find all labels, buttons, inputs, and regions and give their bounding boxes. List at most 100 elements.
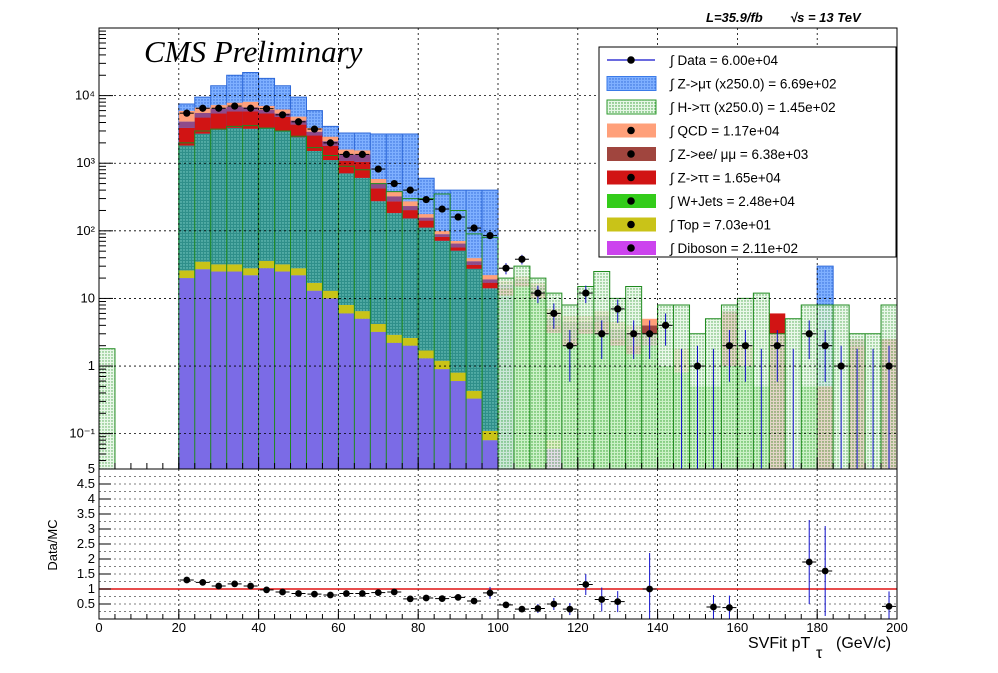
htautau-signal-bin bbox=[801, 304, 818, 469]
zll-bin bbox=[402, 206, 419, 211]
zll-bin bbox=[386, 196, 403, 202]
x-tick-label: 20 bbox=[172, 620, 186, 635]
ratio-point bbox=[342, 590, 350, 597]
ztt-bin bbox=[322, 145, 339, 161]
legend-swatch-marker bbox=[627, 173, 635, 182]
ratio-grid bbox=[99, 469, 897, 619]
diboson-bin bbox=[354, 318, 371, 469]
ratio-point bbox=[502, 601, 510, 609]
y-tick-label: 10⁻¹ bbox=[69, 426, 95, 441]
zmutau-signal-outline bbox=[178, 71, 834, 469]
data-point bbox=[598, 330, 606, 338]
data-point bbox=[821, 342, 829, 350]
ratio-point bbox=[422, 594, 430, 602]
data-point bbox=[183, 109, 191, 117]
data-point bbox=[326, 139, 335, 147]
data-point bbox=[486, 231, 494, 240]
htautau-signal-bin bbox=[609, 298, 626, 469]
legend-swatch-marker bbox=[627, 244, 635, 252]
diboson-bin bbox=[370, 331, 387, 469]
top-bin bbox=[258, 260, 275, 269]
diboson-bin bbox=[482, 440, 498, 469]
wjets-bin bbox=[402, 218, 419, 338]
x-axis-label-sub: τ bbox=[816, 645, 823, 662]
data-point bbox=[215, 104, 223, 112]
data-point bbox=[725, 342, 734, 350]
data-point bbox=[646, 330, 654, 338]
legend-swatch-marker bbox=[627, 197, 635, 205]
data-point bbox=[550, 309, 558, 318]
wjets-bin bbox=[450, 250, 467, 373]
legend-entry-zll: ∫ Z->ee/ μμ = 6.38e+03 bbox=[669, 147, 808, 162]
ratio-point bbox=[295, 590, 302, 597]
ratio-point bbox=[646, 585, 654, 593]
top-bin bbox=[322, 290, 339, 299]
legend-entry-diboson: ∫ Diboson = 2.11e+02 bbox=[669, 241, 798, 256]
wjets-bin bbox=[258, 127, 275, 261]
htautau-signal-bin bbox=[657, 304, 674, 469]
top-bin bbox=[306, 282, 323, 291]
ztt-bin bbox=[306, 135, 323, 151]
ratio-point bbox=[231, 580, 239, 588]
ratio-y-tick-label: 4.5 bbox=[77, 476, 95, 491]
diboson-bin bbox=[306, 290, 323, 469]
top-bin bbox=[178, 270, 195, 279]
y-tick-label: 10⁴ bbox=[75, 88, 95, 103]
top-bin bbox=[482, 430, 498, 441]
ratio-point bbox=[805, 558, 813, 566]
legend-swatch-htautau bbox=[606, 99, 657, 115]
y-tick-label: 10 bbox=[81, 290, 95, 305]
data-point bbox=[374, 165, 382, 173]
diboson-bin bbox=[450, 381, 467, 469]
x-axis-label-main: SVFit pT bbox=[748, 635, 810, 652]
htautau-signal-bin bbox=[498, 278, 514, 469]
data-point bbox=[773, 342, 781, 350]
ratio-y-tick-label: 3.5 bbox=[77, 506, 95, 521]
data-point bbox=[534, 289, 542, 297]
htautau-signal-bin bbox=[625, 286, 642, 469]
ztt-bin bbox=[274, 116, 291, 131]
diboson-bin bbox=[226, 271, 243, 469]
top-bin bbox=[450, 372, 467, 382]
ratio-point bbox=[311, 590, 318, 598]
ratio-point bbox=[358, 590, 366, 597]
qcd-bin bbox=[402, 201, 419, 207]
wjets-bin bbox=[386, 213, 403, 335]
ratio-point bbox=[598, 596, 606, 603]
qcd-bin bbox=[322, 136, 339, 142]
qcd-bin bbox=[482, 275, 498, 280]
ratio-point bbox=[406, 595, 414, 603]
qcd-bin bbox=[370, 178, 387, 184]
data-point bbox=[438, 205, 446, 213]
ratio-point bbox=[566, 605, 574, 613]
x-tick-label: 0 bbox=[95, 620, 102, 635]
zll-bin bbox=[434, 234, 451, 237]
top-bin bbox=[194, 261, 211, 270]
data-point bbox=[278, 111, 287, 119]
legend-swatch-marker bbox=[627, 126, 635, 135]
data-point bbox=[454, 213, 462, 221]
energy-label: √s = 13 TeV bbox=[790, 10, 862, 25]
wjets-bin bbox=[482, 288, 498, 431]
wjets-bin bbox=[370, 201, 387, 324]
wjets-bin bbox=[466, 268, 483, 391]
diboson-bin bbox=[194, 269, 211, 469]
wjets-bin bbox=[322, 160, 339, 291]
lumi-label: L=35.9/fb bbox=[706, 10, 763, 25]
ratio-point bbox=[534, 605, 542, 612]
data-point bbox=[262, 105, 271, 113]
diboson-bin bbox=[178, 278, 195, 469]
data-point bbox=[294, 118, 303, 126]
htautau-signal-bin bbox=[641, 333, 658, 469]
data-point bbox=[661, 321, 670, 329]
top-bin bbox=[290, 268, 307, 276]
data-point bbox=[693, 362, 702, 370]
ztt-bin bbox=[178, 127, 195, 146]
zll-bin bbox=[306, 131, 323, 136]
zll-bin bbox=[354, 154, 371, 162]
htautau-signal-bin bbox=[545, 293, 562, 469]
wjets-bin bbox=[354, 177, 371, 312]
cms-preliminary-label: CMS Preliminary bbox=[144, 34, 363, 69]
ztt-bin bbox=[290, 124, 307, 138]
ztt-bin bbox=[226, 111, 243, 128]
